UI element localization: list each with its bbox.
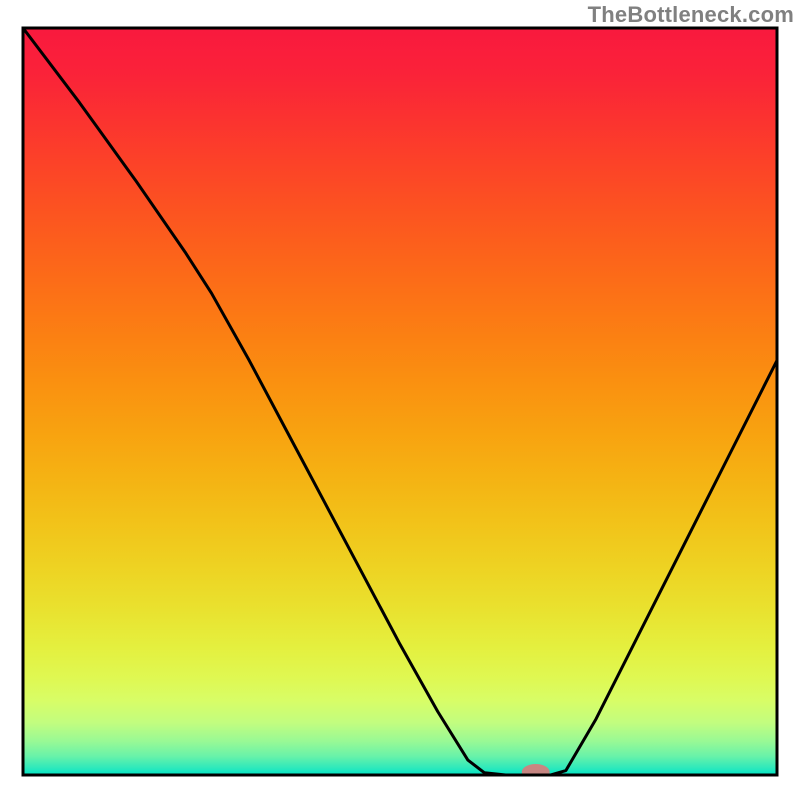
optimal-point-marker	[522, 764, 550, 780]
gradient-background	[23, 28, 777, 775]
chart-canvas: TheBottleneck.com	[0, 0, 800, 800]
bottleneck-chart	[0, 0, 800, 800]
